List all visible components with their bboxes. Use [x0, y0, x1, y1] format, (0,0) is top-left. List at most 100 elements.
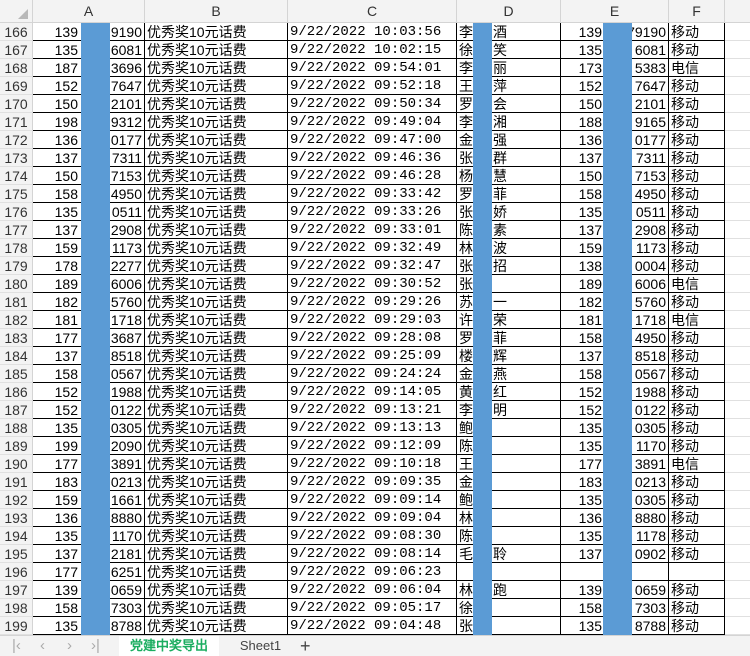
column-header-f[interactable]: F	[669, 0, 725, 22]
cell-d[interactable]: 李 酒	[457, 23, 561, 41]
cell-c[interactable]: 9/22/2022 09:13:21	[288, 401, 457, 419]
cell-b[interactable]: 优秀奖10元话费	[145, 347, 288, 365]
cell-b[interactable]: 优秀奖10元话费	[145, 437, 288, 455]
cell-b[interactable]: 优秀奖10元话费	[145, 599, 288, 617]
cell-d[interactable]: 罗 菲	[457, 329, 561, 347]
cell-b[interactable]: 优秀奖10元话费	[145, 473, 288, 491]
cell-b[interactable]: 优秀奖10元话费	[145, 545, 288, 563]
cell-c[interactable]: 9/22/2022 09:52:18	[288, 77, 457, 95]
cell-b[interactable]: 优秀奖10元话费	[145, 509, 288, 527]
row-header[interactable]: 175	[0, 185, 33, 203]
cell-d[interactable]: 林 跑	[457, 581, 561, 599]
cell-f[interactable]: 电信	[669, 59, 725, 77]
cell-b[interactable]: 优秀奖10元话费	[145, 59, 288, 77]
cell-c[interactable]: 9/22/2022 09:49:04	[288, 113, 457, 131]
cell-f[interactable]: 移动	[669, 491, 725, 509]
cell-f[interactable]: 移动	[669, 257, 725, 275]
cell-f[interactable]: 移动	[669, 473, 725, 491]
cell-b[interactable]: 优秀奖10元话费	[145, 581, 288, 599]
cell-a[interactable]: 177 3687	[33, 329, 145, 347]
row-header[interactable]: 184	[0, 347, 33, 365]
row-header[interactable]: 169	[0, 77, 33, 95]
cell-c[interactable]: 9/22/2022 09:54:01	[288, 59, 457, 77]
cell-d[interactable]: 徐 笑	[457, 41, 561, 59]
cell-g[interactable]	[725, 293, 750, 311]
cell-g[interactable]	[725, 491, 750, 509]
cell-e[interactable]: 158 0567	[561, 365, 669, 383]
row-header[interactable]: 176	[0, 203, 33, 221]
cell-g[interactable]	[725, 149, 750, 167]
cell-g[interactable]	[725, 203, 750, 221]
cell-g[interactable]	[725, 23, 750, 41]
cell-b[interactable]: 优秀奖10元话费	[145, 365, 288, 383]
row-header[interactable]: 199	[0, 617, 33, 635]
row-header[interactable]: 190	[0, 455, 33, 473]
cell-c[interactable]: 9/22/2022 09:09:35	[288, 473, 457, 491]
cell-c[interactable]: 9/22/2022 09:08:14	[288, 545, 457, 563]
cell-d[interactable]: 许 荣	[457, 311, 561, 329]
cell-c[interactable]: 9/22/2022 09:06:23	[288, 563, 457, 581]
cell-f[interactable]: 移动	[669, 437, 725, 455]
cell-c[interactable]: 9/22/2022 09:33:01	[288, 221, 457, 239]
cell-d[interactable]: 金 燕	[457, 365, 561, 383]
cell-d[interactable]: 张	[457, 275, 561, 293]
cell-b[interactable]: 优秀奖10元话费	[145, 293, 288, 311]
cell-b[interactable]: 优秀奖10元话费	[145, 131, 288, 149]
cell-b[interactable]: 优秀奖10元话费	[145, 275, 288, 293]
column-header-b[interactable]: B	[145, 0, 288, 22]
sheet-tab-active[interactable]: 党建中奖导出	[119, 636, 219, 656]
row-header[interactable]: 174	[0, 167, 33, 185]
cell-d[interactable]: 楼 辉	[457, 347, 561, 365]
cell-d[interactable]: 陈 素	[457, 221, 561, 239]
prev-sheet-icon[interactable]: ‹	[40, 637, 45, 654]
cell-f[interactable]	[669, 563, 725, 581]
cell-f[interactable]: 移动	[669, 185, 725, 203]
cell-e[interactable]: 135 1170	[561, 437, 669, 455]
cell-b[interactable]: 优秀奖10元话费	[145, 41, 288, 59]
sheet-tab-sheet1[interactable]: Sheet1	[239, 638, 282, 653]
cell-b[interactable]: 优秀奖10元话费	[145, 401, 288, 419]
cell-f[interactable]: 移动	[669, 599, 725, 617]
cell-c[interactable]: 9/22/2022 09:46:36	[288, 149, 457, 167]
row-header[interactable]: 170	[0, 95, 33, 113]
cell-g[interactable]	[725, 455, 750, 473]
row-header[interactable]: 178	[0, 239, 33, 257]
column-header-c[interactable]: C	[288, 0, 457, 22]
cell-g[interactable]	[725, 419, 750, 437]
cell-b[interactable]: 优秀奖10元话费	[145, 617, 288, 635]
cell-c[interactable]: 9/22/2022 09:09:04	[288, 509, 457, 527]
cell-c[interactable]: 9/22/2022 09:04:48	[288, 617, 457, 635]
cell-f[interactable]: 电信	[669, 311, 725, 329]
cell-b[interactable]: 优秀奖10元话费	[145, 419, 288, 437]
cell-g[interactable]	[725, 617, 750, 635]
column-header-e[interactable]: E	[561, 0, 669, 22]
cell-c[interactable]: 9/22/2022 09:13:13	[288, 419, 457, 437]
row-header[interactable]: 168	[0, 59, 33, 77]
spreadsheet-grid[interactable]: 166 139 9190 优秀奖10元话费 9/22/2022 10:03:56 李…	[0, 23, 750, 635]
row-header[interactable]: 192	[0, 491, 33, 509]
cell-f[interactable]: 移动	[669, 41, 725, 59]
cell-b[interactable]: 优秀奖10元话费	[145, 167, 288, 185]
cell-g[interactable]	[725, 365, 750, 383]
column-header-d[interactable]: D	[457, 0, 561, 22]
row-header[interactable]: 171	[0, 113, 33, 131]
cell-b[interactable]: 优秀奖10元话费	[145, 23, 288, 41]
add-sheet-button[interactable]: +	[300, 636, 311, 656]
cell-c[interactable]: 9/22/2022 09:50:34	[288, 95, 457, 113]
cell-b[interactable]: 优秀奖10元话费	[145, 311, 288, 329]
row-header[interactable]: 191	[0, 473, 33, 491]
row-header[interactable]: 186	[0, 383, 33, 401]
cell-f[interactable]: 移动	[669, 617, 725, 635]
cell-b[interactable]: 优秀奖10元话费	[145, 491, 288, 509]
cell-c[interactable]: 9/22/2022 10:03:56	[288, 23, 457, 41]
cell-c[interactable]: 9/22/2022 09:30:52	[288, 275, 457, 293]
cell-a[interactable]: 152 1988	[33, 383, 145, 401]
row-header[interactable]: 173	[0, 149, 33, 167]
next-sheet-icon[interactable]: ›	[67, 637, 72, 654]
cell-b[interactable]: 优秀奖10元话费	[145, 563, 288, 581]
cell-f[interactable]: 移动	[669, 221, 725, 239]
cell-d[interactable]: 鲍	[457, 491, 561, 509]
row-header[interactable]: 167	[0, 41, 33, 59]
row-header[interactable]: 185	[0, 365, 33, 383]
cell-g[interactable]	[725, 509, 750, 527]
